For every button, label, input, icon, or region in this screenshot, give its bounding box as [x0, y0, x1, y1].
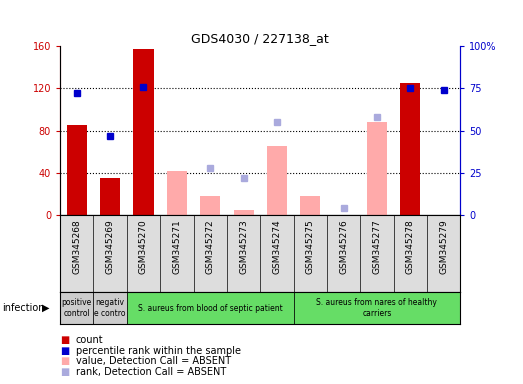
Text: GSM345274: GSM345274 [272, 219, 281, 273]
Bar [60, 292, 94, 324]
Bar [100, 178, 120, 215]
Text: GSM345275: GSM345275 [306, 219, 315, 274]
Bar [367, 122, 387, 215]
Bar [200, 196, 220, 215]
Bar [300, 196, 320, 215]
Text: ▶: ▶ [42, 303, 50, 313]
Bar [133, 49, 154, 215]
Bar [167, 170, 187, 215]
Text: positive
control: positive control [62, 298, 92, 318]
Text: percentile rank within the sample: percentile rank within the sample [76, 346, 241, 356]
Text: GSM345271: GSM345271 [173, 219, 181, 274]
Text: ■: ■ [60, 346, 70, 356]
Text: GSM345277: GSM345277 [372, 219, 381, 274]
Text: count: count [76, 335, 104, 345]
Bar [94, 292, 127, 324]
Text: infection: infection [3, 303, 45, 313]
Text: negativ
e contro: negativ e contro [95, 298, 126, 318]
Text: GSM345268: GSM345268 [72, 219, 81, 274]
Text: GSM345276: GSM345276 [339, 219, 348, 274]
Text: GSM345270: GSM345270 [139, 219, 148, 274]
Title: GDS4030 / 227138_at: GDS4030 / 227138_at [191, 32, 329, 45]
Bar [267, 146, 287, 215]
Bar [400, 83, 420, 215]
Bar [67, 125, 87, 215]
Text: rank, Detection Call = ABSENT: rank, Detection Call = ABSENT [76, 367, 226, 377]
Text: S. aureus from blood of septic patient: S. aureus from blood of septic patient [138, 304, 282, 313]
Text: GSM345269: GSM345269 [106, 219, 115, 274]
Text: GSM345279: GSM345279 [439, 219, 448, 274]
Text: ■: ■ [60, 356, 70, 366]
Bar [293, 292, 460, 324]
Text: ■: ■ [60, 367, 70, 377]
Text: GSM345273: GSM345273 [239, 219, 248, 274]
Text: S. aureus from nares of healthy
carriers: S. aureus from nares of healthy carriers [316, 298, 437, 318]
Text: value, Detection Call = ABSENT: value, Detection Call = ABSENT [76, 356, 231, 366]
Bar [233, 210, 254, 215]
Text: ■: ■ [60, 335, 70, 345]
Text: GSM345278: GSM345278 [406, 219, 415, 274]
Bar [127, 292, 293, 324]
Text: GSM345272: GSM345272 [206, 219, 214, 273]
